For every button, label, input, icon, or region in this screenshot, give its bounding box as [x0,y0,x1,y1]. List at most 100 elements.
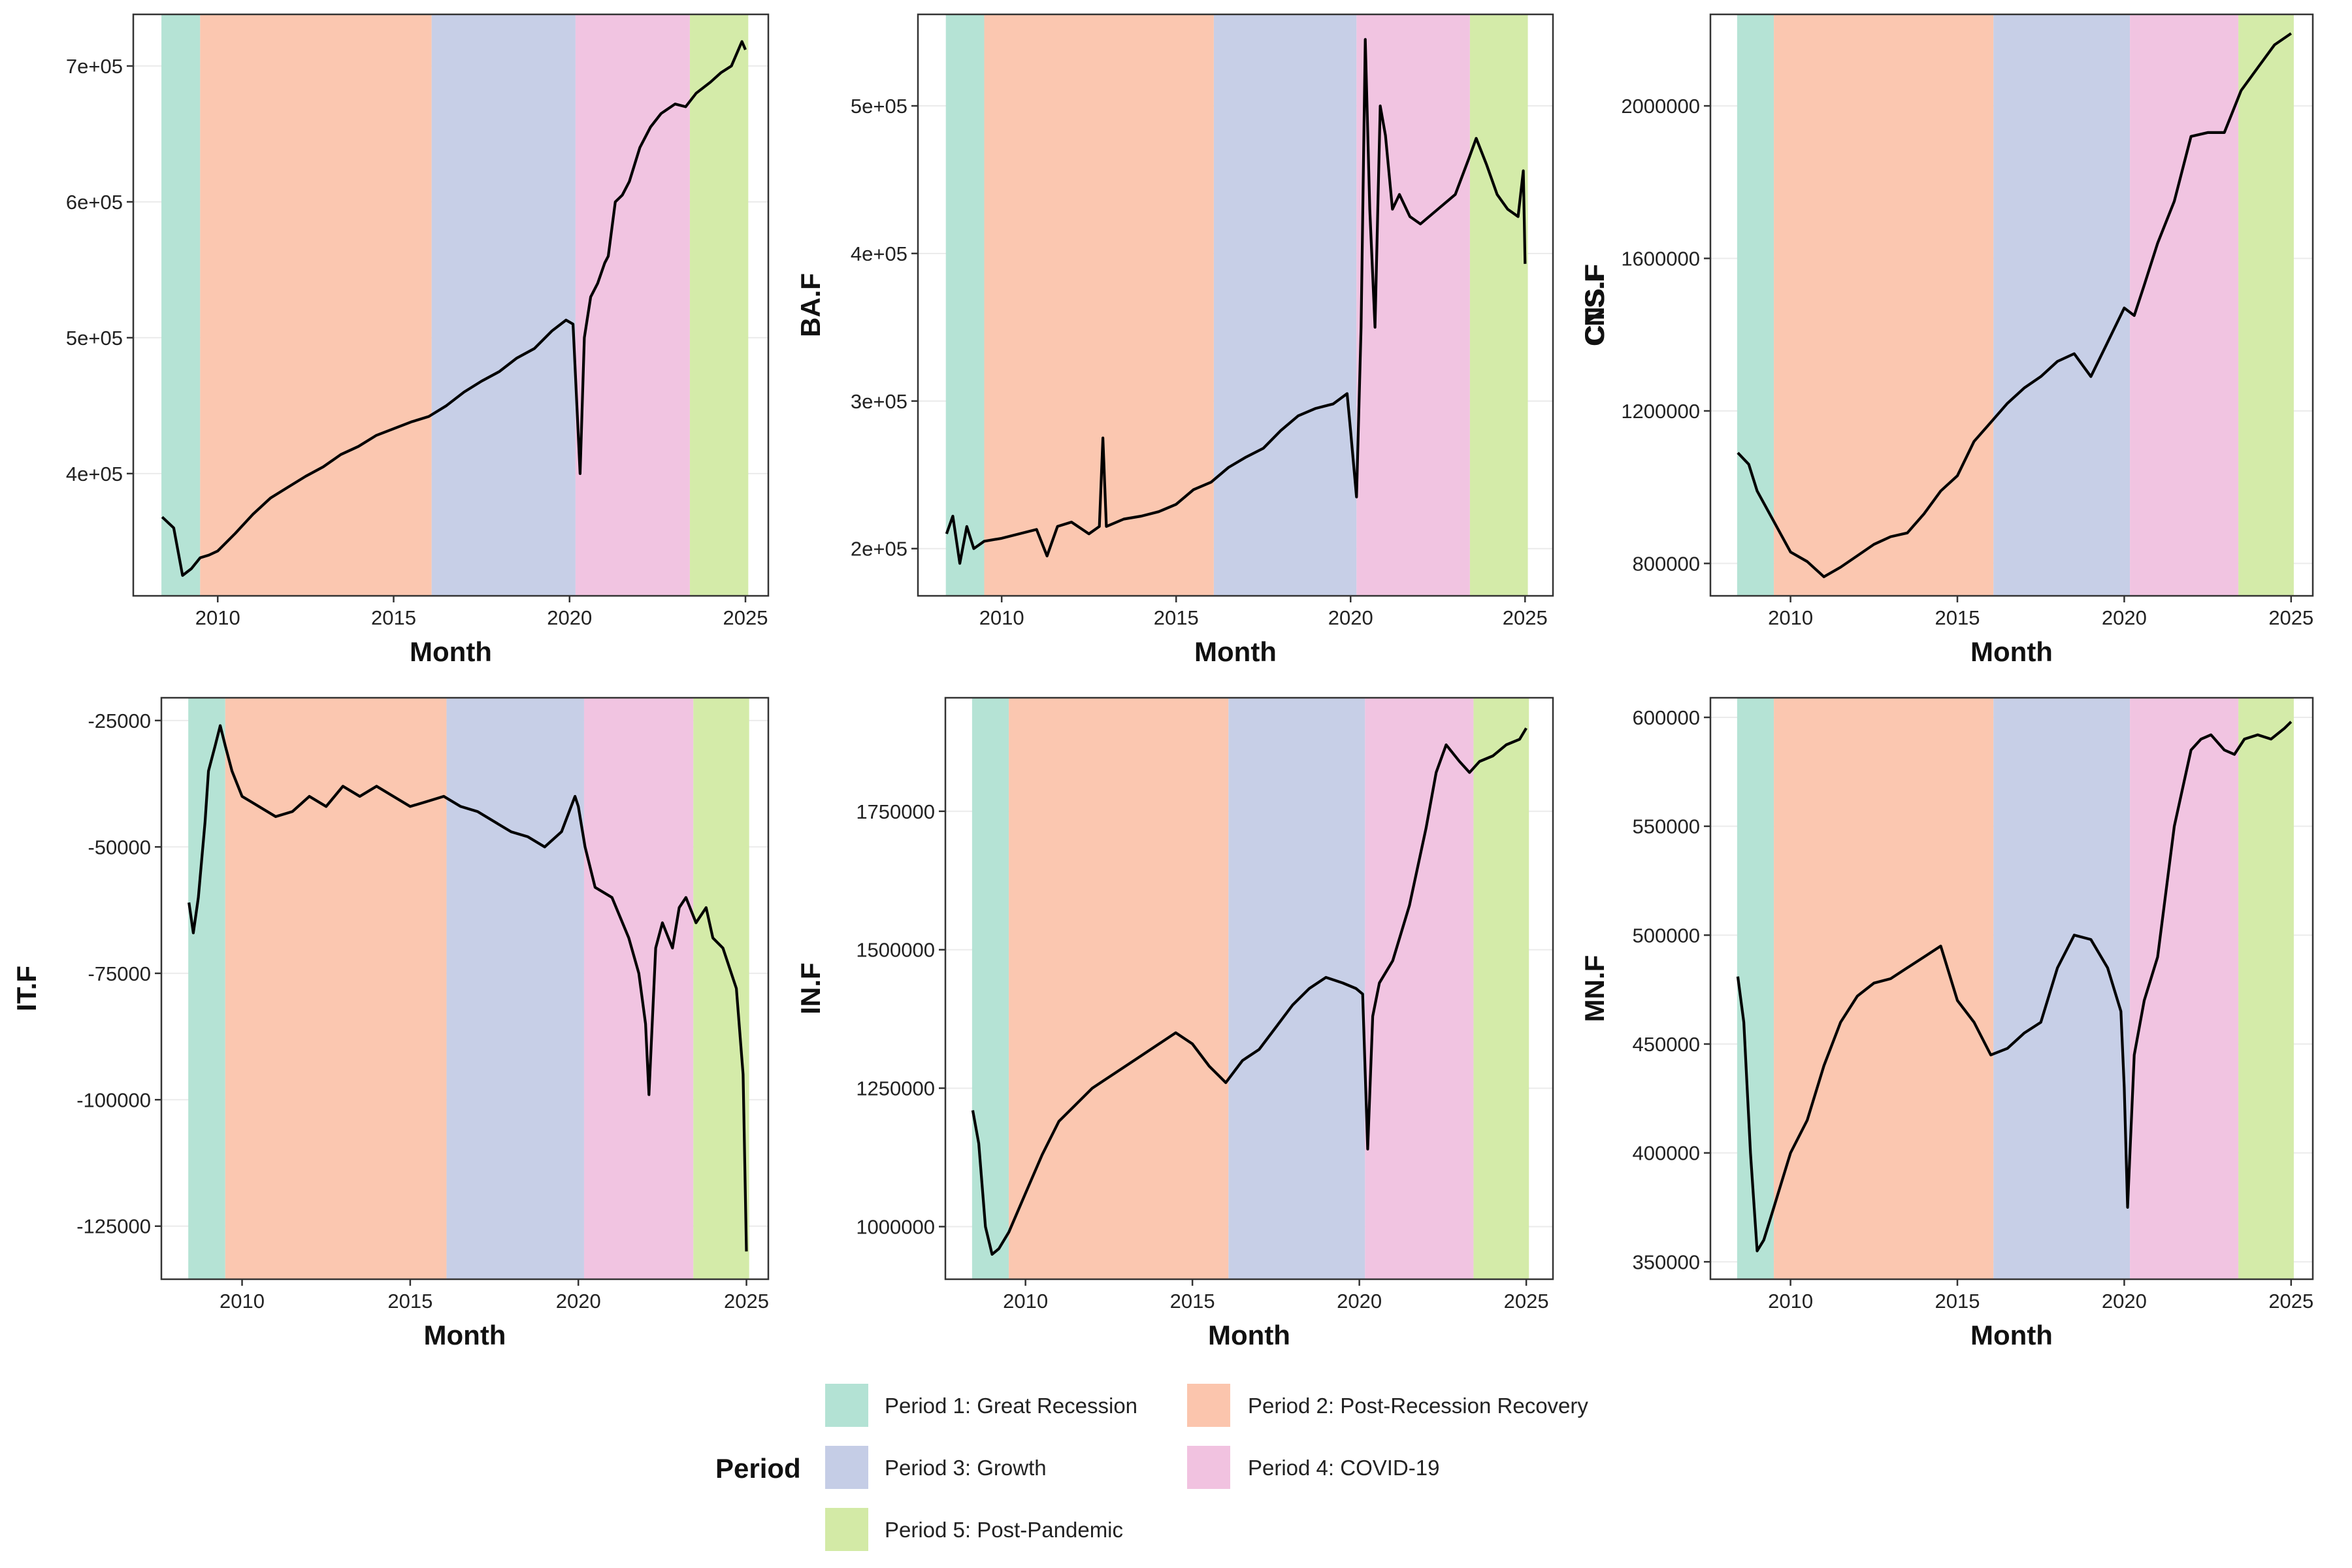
x-axis-title: Month [1970,1320,2053,1350]
x-axis-title: Month [424,1320,506,1350]
x-tick-label: 2020 [2102,606,2147,629]
panel-border [1709,696,2314,1281]
legend-swatch-period-4 [1187,1446,1230,1489]
x-tick-label: 2015 [1170,1290,1215,1313]
period-band-3 [1993,14,2131,596]
period-band-1 [161,14,201,596]
panel-mn-f: 2010 2015 2020 2025 350000 400000 450000 500000… [1579,696,2314,1350]
panel-in-f: 2010 2015 2020 2025 1000000 1250000 1500000 175… [795,696,1554,1350]
y-axis-title: MN.F [1579,955,1610,1022]
period-band-4 [1365,698,1474,1279]
period-band-5 [2238,14,2294,596]
period-band-3 [431,14,576,596]
legend-swatch-period-2 [1187,1384,1230,1427]
x-tick-label: 2025 [1503,606,1548,629]
legend-label-period-3: Period 3: Growth [885,1456,1047,1480]
legend-label-period-1: Period 1: Great Recession [885,1394,1137,1418]
period-band-2 [1774,698,1994,1279]
x-tick-label: 2010 [1768,1290,1813,1313]
y-tick-label: 350000 [1633,1250,1700,1273]
x-tick-label: 2025 [1504,1290,1549,1313]
period-band-4 [583,698,694,1279]
series-line-ba-f [945,38,1527,565]
period-band-1 [945,14,985,596]
y-tick-label: 800000 [1633,552,1700,575]
x-tick-label: 2025 [2268,1290,2313,1313]
y-tick-label: 1200000 [1621,400,1700,423]
y-tick-label: 1250000 [856,1077,935,1100]
y-tick-label: 1750000 [856,800,935,823]
y-tick-label: 1000000 [856,1215,935,1238]
period-band-2 [200,14,432,596]
x-axis-title: Month [1970,636,2053,667]
x-tick-label: 2010 [220,1290,265,1313]
panel-it-f: 2010 2015 2020 2025 -125000 -100000 -75000 -500… [11,696,770,1350]
y-tick-label: -75000 [88,962,151,985]
series-line-mn-f [1736,721,2293,1252]
legend: Period Period 1: Great Recession Period … [715,1384,1588,1551]
period-band-5 [1473,698,1529,1279]
series-line-in-f [971,727,1527,1256]
period-band-2 [984,14,1214,596]
y-axis-title: IN.F [795,962,826,1014]
x-tick-label: 2020 [1337,1290,1382,1313]
series-line-it-f [188,724,748,1252]
x-tick-label: 2020 [2102,1290,2147,1313]
y-tick-label: 2e+05 [851,538,907,561]
legend-title: Period [715,1453,801,1484]
series-line-cns-f [161,40,747,577]
period-band-1 [1737,14,1774,596]
period-band-3 [1993,698,2131,1279]
y-tick-label: 450000 [1633,1033,1700,1056]
x-tick-label: 2010 [1768,606,1813,629]
y-tick-label: 500000 [1633,924,1700,947]
x-tick-label: 2025 [2268,606,2313,629]
panel-ba-f: 2010 2015 2020 2025 2e+05 3e+05 4e+05 5e+05 Mont… [795,13,1554,667]
period-band-2 [1009,698,1229,1279]
period-band-4 [575,14,690,596]
period-band-3 [1228,698,1365,1279]
x-tick-label: 2015 [1154,606,1199,629]
period-band-3 [446,698,584,1279]
period-band-3 [1213,14,1357,596]
y-tick-label: 5e+05 [851,95,907,118]
y-tick-label: 5e+05 [66,327,123,350]
panel-border [944,696,1554,1281]
panel-border [160,696,770,1281]
x-tick-label: 2020 [1328,606,1373,629]
y-axis-title: CNS.F [1579,264,1610,346]
period-band-5 [689,14,749,596]
legend-label-period-2: Period 2: Post-Recession Recovery [1248,1394,1588,1418]
x-tick-label: 2025 [723,606,768,629]
period-band-2 [1774,14,1994,596]
x-tick-label: 2020 [547,606,592,629]
period-band-5 [693,698,749,1279]
y-tick-label: 1600000 [1621,248,1700,270]
y-axis-title: CTS.F [1579,265,1610,344]
panel-cts-f: 2010 2015 2020 2025 800000 1200000 1600000 2000… [1579,13,2313,667]
panel-cns-f: 2010 2015 2020 2025 4e+05 5e+05 6e+05 7e+05 Mont… [66,13,1610,667]
x-tick-label: 2025 [724,1290,769,1313]
period-band-1 [972,698,1009,1279]
y-tick-label: -125000 [76,1215,151,1238]
y-tick-label: -25000 [88,710,151,732]
period-band-5 [2238,698,2294,1279]
x-tick-label: 2015 [387,1290,433,1313]
x-tick-label: 2010 [1003,1290,1048,1313]
legend-swatch-period-5 [825,1508,868,1551]
x-axis-title: Month [1208,1320,1290,1350]
y-tick-label: 4e+05 [66,463,123,485]
x-tick-label: 2010 [195,606,240,629]
y-axis-title: IT.F [11,966,42,1011]
x-tick-label: 2010 [979,606,1024,629]
legend-label-period-4: Period 4: COVID-19 [1248,1456,1439,1480]
panel-border [132,13,770,597]
y-tick-label: 7e+05 [66,55,123,78]
y-tick-label: 550000 [1633,815,1700,838]
x-tick-label: 2015 [1935,606,1980,629]
y-axis-title: BA.F [795,273,826,337]
x-tick-label: 2015 [371,606,416,629]
panels: 2010 2015 2020 2025 4e+05 5e+05 6e+05 7e+05 Mont… [11,13,2314,1350]
period-band-1 [1737,698,1774,1279]
